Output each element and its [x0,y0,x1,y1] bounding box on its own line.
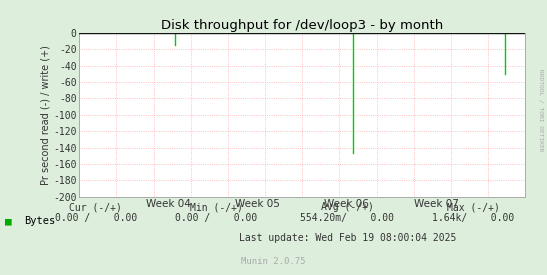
Text: ■: ■ [5,216,12,226]
Text: 1.64k/    0.00: 1.64k/ 0.00 [432,213,514,223]
Text: 0.00 /    0.00: 0.00 / 0.00 [55,213,137,223]
Text: Cur (-/+): Cur (-/+) [69,202,122,212]
Text: 0.00 /    0.00: 0.00 / 0.00 [175,213,257,223]
Title: Disk throughput for /dev/loop3 - by month: Disk throughput for /dev/loop3 - by mont… [161,19,443,32]
Text: Min (-/+): Min (-/+) [190,202,242,212]
Text: RRDTOOL / TOBI OETIKER: RRDTOOL / TOBI OETIKER [538,69,543,151]
Text: Max (-/+): Max (-/+) [447,202,499,212]
Text: Munin 2.0.75: Munin 2.0.75 [241,257,306,266]
Text: Bytes: Bytes [25,216,56,226]
Text: 554.20m/    0.00: 554.20m/ 0.00 [300,213,394,223]
Text: Last update: Wed Feb 19 08:00:04 2025: Last update: Wed Feb 19 08:00:04 2025 [238,233,456,243]
Y-axis label: Pr second read (-) / write (+): Pr second read (-) / write (+) [40,45,50,185]
Text: Avg (-/+): Avg (-/+) [321,202,374,212]
